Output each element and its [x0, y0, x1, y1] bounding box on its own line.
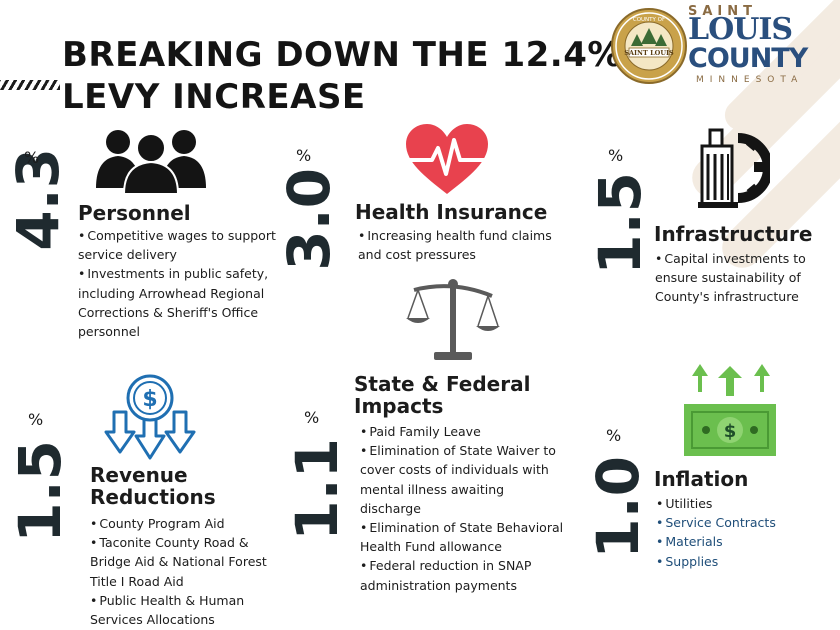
seal-label: SAINT LOUIS — [624, 49, 674, 57]
title-hatch-decoration — [0, 80, 60, 90]
seal-top-label: COUNTY OF — [633, 17, 665, 23]
infrastructure-percent-sign: % — [608, 146, 624, 165]
state-federal-heading: State & Federal Impacts — [354, 373, 530, 417]
infrastructure-percent-value: 1.5 — [586, 172, 654, 275]
list-item: Supplies — [656, 552, 826, 571]
svg-text:$: $ — [142, 387, 157, 412]
revenue-percent-value: 1.5 — [6, 440, 74, 543]
health-heading: Health Insurance — [355, 200, 548, 224]
state-federal-heading-line-1: State & Federal — [354, 372, 531, 396]
list-item: Paid Family Leave — [360, 422, 565, 441]
dollar-down-arrows-icon: $ — [104, 374, 196, 460]
revenue-heading-line-1: Revenue — [90, 463, 188, 487]
state-federal-percent: 1.1 — [283, 438, 351, 541]
revenue-heading: Revenue Reductions — [90, 464, 216, 508]
health-percent-sign: % — [296, 146, 312, 165]
health-percent-value: 3.0 — [275, 168, 343, 271]
page-title: BREAKING DOWN THE 12.4% LEVY INCREASE — [62, 34, 622, 118]
revenue-list: County Program Aid Taconite County Road … — [90, 514, 275, 629]
list-item: Increasing health fund claims and cost p… — [358, 226, 558, 264]
revenue-percent-sign: % — [28, 410, 44, 429]
logo-state: MINNESOTA — [696, 75, 804, 85]
logo-county: COUNTY — [688, 43, 808, 74]
list-item: Federal reduction in SNAP administration… — [360, 556, 565, 594]
heart-pulse-icon — [406, 124, 488, 194]
list-item: Elimination of State Waiver to cover cos… — [360, 441, 565, 518]
revenue-percent: 1.5 — [6, 440, 74, 543]
list-item: Capital investments to ensure sustainabi… — [655, 249, 835, 307]
logo-louis: LOUIS — [688, 12, 793, 47]
state-federal-percent-sign: % — [304, 408, 320, 427]
revenue-heading-line-2: Reductions — [90, 485, 216, 509]
personnel-heading: Personnel — [78, 201, 191, 225]
infrastructure-heading: Infrastructure — [654, 222, 813, 246]
list-item: Utilities — [656, 494, 826, 513]
list-item: Service Contracts — [656, 513, 826, 532]
list-item: Investments in public safety, including … — [78, 264, 278, 341]
inflation-percent: 1.0 — [584, 456, 652, 559]
money-up-arrows-icon: $ — [684, 364, 776, 456]
list-item: Taconite County Road & Bridge Aid & Nati… — [90, 533, 275, 591]
building-gear-icon — [698, 128, 770, 208]
list-item: Public Health & Human Services Allocatio… — [90, 591, 275, 629]
state-federal-percent-value: 1.1 — [283, 438, 351, 541]
inflation-percent-value: 1.0 — [584, 456, 652, 559]
list-item: Elimination of State Behavioral Health F… — [360, 518, 565, 556]
state-federal-list: Paid Family Leave Elimination of State W… — [360, 422, 565, 595]
inflation-heading: Inflation — [654, 467, 749, 491]
logo-saint: SAINT — [688, 4, 758, 19]
scales-icon — [406, 279, 500, 360]
inflation-percent-sign: % — [606, 426, 622, 445]
list-item: Competitive wages to support service del… — [78, 226, 278, 264]
health-percent: 3.0 — [275, 168, 343, 271]
health-list: Increasing health fund claims and cost p… — [358, 226, 558, 264]
people-icon — [96, 130, 206, 194]
svg-text:$: $ — [724, 421, 737, 442]
title-line-2: LEVY INCREASE — [62, 77, 366, 117]
title-line-1: BREAKING DOWN THE 12.4% — [62, 35, 622, 75]
infrastructure-list: Capital investments to ensure sustainabi… — [655, 249, 835, 307]
infrastructure-percent: 1.5 — [586, 172, 654, 275]
list-item: Materials — [656, 532, 826, 551]
list-item: County Program Aid — [90, 514, 275, 533]
state-federal-heading-line-2: Impacts — [354, 394, 444, 418]
personnel-list: Competitive wages to support service del… — [78, 226, 278, 341]
inflation-list: Utilities Service Contracts Materials Su… — [656, 494, 826, 571]
personnel-percent-sign: % — [24, 148, 40, 167]
county-seal-logo: SAINT LOUIS COUNTY OF — [611, 8, 687, 84]
